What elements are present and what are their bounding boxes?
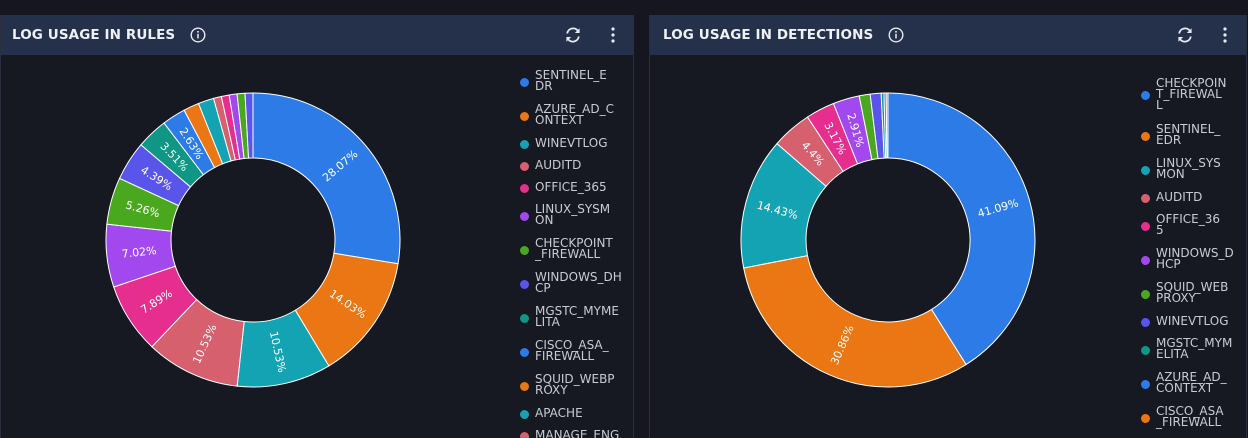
legend-color-dot (520, 184, 529, 193)
legend-label: SENTINEL_E DR (535, 68, 607, 93)
legend-color-dot (1141, 345, 1150, 355)
legend-color-dot (520, 140, 529, 149)
legend-label: SQUID_WEBP ROXY (535, 372, 615, 397)
detections-panel: LOG USAGE IN DETECTIONS 41.09% 30.86% 14.4… (649, 15, 1247, 438)
legend-label: APACHE (535, 406, 583, 420)
info-icon[interactable] (888, 27, 904, 43)
legend-label: CISCO_ASA_ FIREWALL (535, 338, 609, 363)
legend-color-dot (1141, 194, 1150, 203)
legend-label: WINDOWS_DH CP (535, 270, 622, 295)
legend-color-dot (1141, 255, 1150, 265)
legend-label: OFFICE_365 (535, 180, 607, 194)
refresh-icon[interactable] (1176, 26, 1194, 44)
legend-label: LINUX_SYSM ON (535, 202, 611, 227)
donut-slice[interactable] (252, 92, 401, 265)
rules-donut-chart: 28.07%14.03%10.53%10.53%7.89%7.02%5.26%4… (105, 92, 401, 388)
detections-legend: CHECKPOIN T_FIREWAL L SENTINEL_ EDR LINUX_… (1141, 76, 1245, 438)
rules-legend: SENTINEL_E DR AZURE_AD_C ONTEXT WINEVTLOG A… (520, 68, 633, 438)
legend-label: MGSTC_MYME LITA (535, 304, 619, 329)
legend-label: WINDOWS_D HCP (1156, 246, 1234, 271)
legend-label: CISCO_ASA _FIREWALL (1156, 404, 1224, 429)
donut-slice[interactable] (887, 92, 1036, 366)
legend-color-dot (1141, 289, 1150, 299)
legend-label: MGSTC_MYM ELITA (1156, 336, 1233, 361)
legend-color-dot (520, 245, 529, 255)
legend-color-dot (520, 162, 529, 171)
legend-label: WINEVTLOG (535, 136, 608, 150)
legend-label: AZURE_AD_C ONTEXT (535, 102, 614, 127)
legend-color-dot (520, 77, 529, 87)
legend-color-dot (1141, 131, 1150, 141)
legend-label: LINUX_SYS MON (1156, 156, 1221, 181)
donut-slice[interactable] (743, 255, 967, 388)
donut-slice[interactable] (244, 92, 254, 159)
legend-color-dot (1141, 221, 1150, 231)
legend-color-dot (520, 111, 529, 121)
legend-label: CHECKPOINT _FIREWALL (535, 236, 613, 261)
legend-color-dot (1141, 91, 1150, 100)
rules-panel: LOG USAGE IN RULES 28.07% 14.03% 10.53% 10.… (0, 15, 634, 438)
legend-color-dot (520, 381, 529, 391)
legend-color-dot (520, 410, 529, 419)
legend-color-dot (520, 432, 529, 438)
panel-title: LOG USAGE IN RULES (12, 27, 176, 43)
legend-color-dot (1141, 165, 1150, 175)
legend-color-dot (1141, 413, 1150, 423)
legend-color-dot (1141, 318, 1150, 327)
legend-color-dot (520, 279, 529, 289)
donut-slice[interactable] (885, 92, 889, 159)
legend-color-dot (520, 211, 529, 221)
legend-label: AUDITD (535, 158, 582, 172)
legend-label: CHECKPOIN T_FIREWAL L (1156, 76, 1227, 112)
legend-label: WINEVTLOG (1156, 314, 1229, 328)
legend-label: AZURE_AD_ CONTEXT (1156, 370, 1227, 395)
legend-label: SQUID_WEB PROXY (1156, 280, 1229, 305)
legend-label: MANAGE_ENG (535, 428, 620, 438)
refresh-icon[interactable] (564, 26, 582, 44)
detections-donut-chart: 41.09%30.86%14.43%4.4%3.17%2.91% (740, 92, 1036, 388)
legend-color-dot (520, 313, 529, 323)
slice-percent-label: 7.02% (121, 244, 157, 261)
legend-label: OFFICE_36 5 (1156, 212, 1221, 237)
panel-header: LOG USAGE IN DETECTIONS (650, 15, 1246, 55)
legend-color-dot (1141, 379, 1150, 389)
legend-label: SENTINEL_ EDR (1156, 122, 1221, 147)
panel-title: LOG USAGE IN DETECTIONS (663, 27, 874, 43)
panel-header: LOG USAGE IN RULES (1, 15, 633, 55)
more-vertical-icon[interactable] (610, 26, 616, 44)
info-icon[interactable] (190, 27, 206, 43)
more-vertical-icon[interactable] (1222, 26, 1228, 44)
legend-label: AUDITD (1156, 190, 1203, 204)
legend-color-dot (520, 347, 529, 357)
